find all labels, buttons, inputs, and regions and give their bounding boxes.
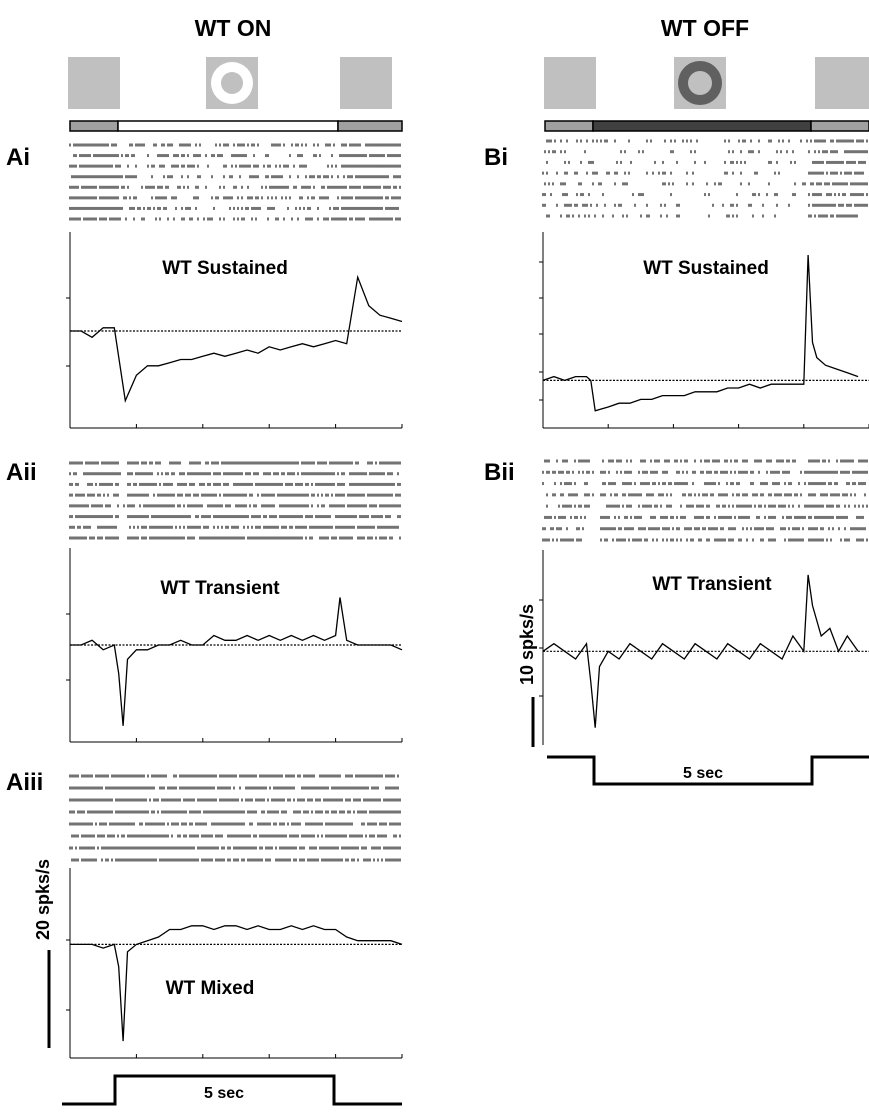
panel-label-aii: Aii bbox=[6, 459, 37, 486]
psth-panel-bi: WT Sustained bbox=[539, 232, 869, 429]
gray-background-square bbox=[68, 57, 120, 109]
trace-title-aii: WT Transient bbox=[160, 578, 280, 599]
off-timing-bar bbox=[544, 120, 869, 132]
column-title-off: WT OFF bbox=[661, 15, 749, 41]
psth-trace bbox=[542, 254, 859, 412]
ring-center bbox=[688, 71, 712, 95]
time-label-on: 5 sec bbox=[204, 1085, 244, 1102]
panel-label-bii: Bii bbox=[484, 459, 515, 486]
scale-bar-label-20: 20 spks/s bbox=[33, 859, 53, 940]
stimulus-step-off: 5 sec bbox=[547, 755, 869, 786]
panel-label-bi: Bi bbox=[484, 144, 508, 171]
spike-raster-aiii bbox=[69, 774, 401, 862]
psth-panel-aii: WT Transient bbox=[66, 548, 403, 743]
gray-background-square bbox=[815, 57, 869, 109]
scale-bar-label-10: 10 spks/s bbox=[517, 604, 537, 685]
on-stimulus-icons bbox=[68, 57, 392, 109]
trace-title-aiii: WT Mixed bbox=[166, 978, 255, 999]
spike-raster-bi bbox=[542, 139, 868, 218]
column-title-on: WT ON bbox=[195, 15, 272, 41]
panel-label-ai: Ai bbox=[6, 144, 30, 171]
spike-raster-ai bbox=[69, 143, 401, 221]
gray-background-square bbox=[340, 57, 392, 109]
scale-bar-10: 10 spks/s bbox=[517, 604, 537, 747]
off-stimulus-icons bbox=[544, 57, 869, 109]
psth-panel-aiii: WT Mixed bbox=[66, 868, 403, 1059]
psth-panel-ai: WT Sustained bbox=[66, 232, 403, 429]
trace-title-bii: WT Transient bbox=[652, 574, 772, 595]
trace-title-ai: WT Sustained bbox=[162, 258, 288, 279]
psth-trace bbox=[70, 274, 403, 404]
on-timing-bar bbox=[69, 120, 403, 132]
psth-panel-bii: WT Transient bbox=[539, 550, 869, 745]
gray-background-square bbox=[544, 57, 596, 109]
scale-bar-20: 20 spks/s bbox=[33, 859, 53, 1048]
panel-label-aiii: Aiii bbox=[6, 769, 43, 796]
spike-raster-aii bbox=[69, 461, 401, 540]
time-label-off: 5 sec bbox=[683, 765, 723, 782]
psth-trace bbox=[70, 597, 403, 726]
stimulus-step-on: 5 sec bbox=[62, 1074, 402, 1106]
ring-center bbox=[221, 72, 243, 94]
psth-trace bbox=[70, 925, 403, 1042]
spike-raster-bii bbox=[542, 459, 868, 542]
psth-trace bbox=[542, 574, 859, 728]
trace-title-bi: WT Sustained bbox=[643, 258, 769, 279]
